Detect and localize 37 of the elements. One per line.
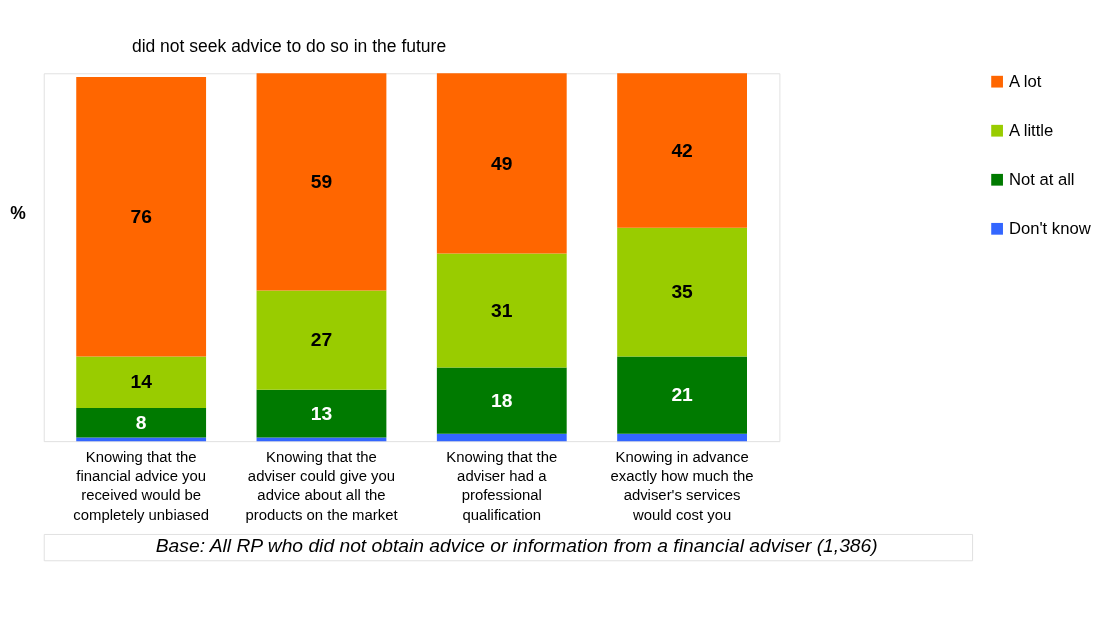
bar xyxy=(436,253,567,368)
bar xyxy=(256,73,387,291)
x-tick-label: Knowing in advance exactly how much the adviser's services would cost you xyxy=(610,448,754,523)
legend-label: Don't know xyxy=(1008,219,1092,239)
data-label: 35 xyxy=(671,281,694,303)
bar xyxy=(617,433,747,442)
bar xyxy=(76,408,207,438)
bar xyxy=(617,73,747,228)
chart-title: did not seek advice to do so in the future xyxy=(131,35,447,56)
bar xyxy=(436,73,567,254)
x-tick-label: Knowing that the adviser could give you advice about all the products on the market xyxy=(245,448,399,523)
data-label: 49 xyxy=(491,152,513,174)
bar xyxy=(76,77,207,357)
x-tick-label: Knowing that the adviser had a professional qualification xyxy=(446,448,558,523)
data-label: 18 xyxy=(491,389,513,411)
data-label: 14 xyxy=(130,371,153,393)
bar xyxy=(76,356,207,409)
data-label: 59 xyxy=(310,171,333,192)
legend-label: A little xyxy=(1008,120,1054,140)
data-label: 8 xyxy=(135,411,147,433)
bar xyxy=(436,433,567,442)
text: Base: All RP who did not obtain advice or information from a financial adviser (1,386) xyxy=(155,535,878,557)
legend-label: A lot xyxy=(1008,71,1042,91)
data-label: 42 xyxy=(671,139,693,161)
legend-label: Not at all xyxy=(1008,170,1075,190)
bar xyxy=(436,367,567,434)
bar xyxy=(256,389,387,438)
data-label: 76 xyxy=(130,205,153,227)
data-label: 31 xyxy=(491,299,513,321)
bar xyxy=(617,356,747,434)
y-axis-title: % xyxy=(10,203,27,224)
data-label: 13 xyxy=(310,402,333,424)
x-tick-label: Knowing that the financial advice you received would be completely unbiased xyxy=(73,448,209,523)
data-label: 21 xyxy=(671,384,694,406)
bar xyxy=(617,227,747,357)
bar xyxy=(256,290,387,390)
data-label: 27 xyxy=(310,329,333,351)
